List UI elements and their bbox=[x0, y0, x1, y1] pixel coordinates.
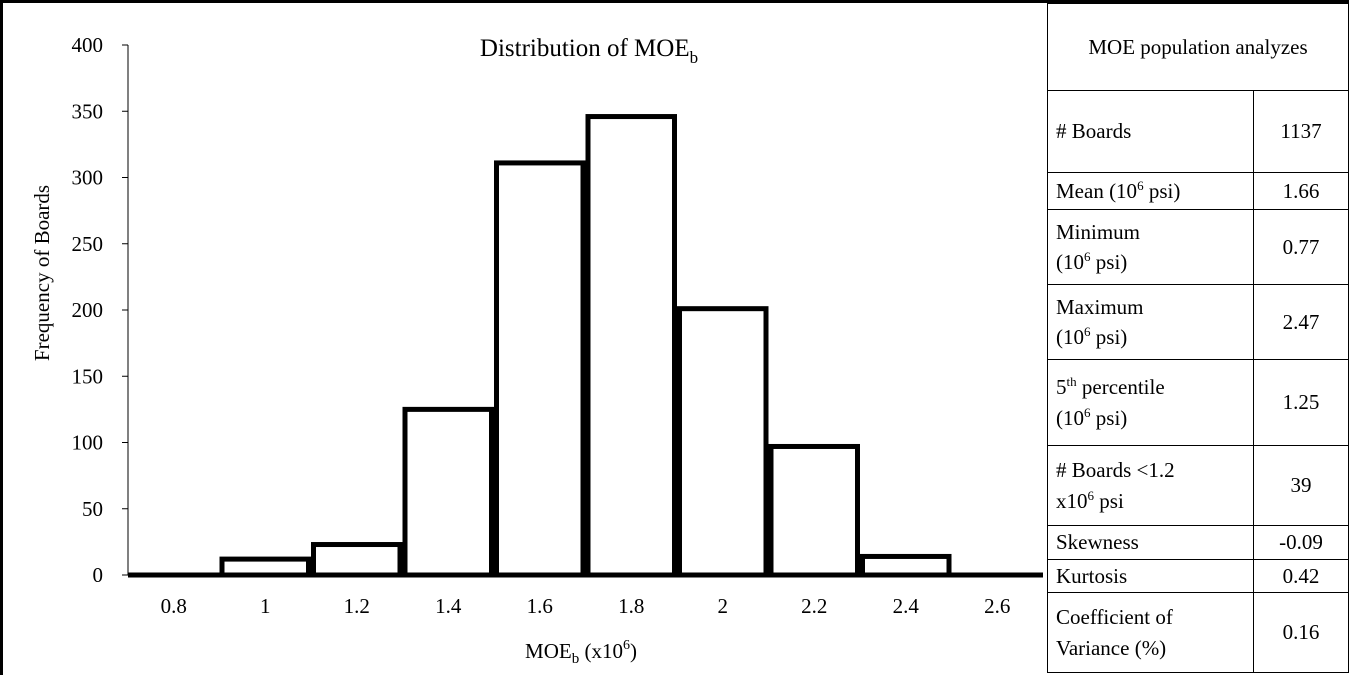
stats-row: Skewness -0.09 bbox=[1047, 525, 1349, 560]
histogram-bar bbox=[585, 114, 677, 578]
stats-row: Coefficient of Variance (%) 0.16 bbox=[1047, 592, 1349, 673]
y-tick-label: 300 bbox=[72, 166, 104, 190]
bars bbox=[128, 114, 1043, 578]
stats-body: MOE population analyzes # Boards 1137 Me… bbox=[1047, 3, 1349, 673]
stats-value: 39 bbox=[1253, 445, 1349, 526]
stats-row: # Boards 1137 bbox=[1047, 90, 1349, 173]
stats-label: Coefficient of Variance (%) bbox=[1047, 592, 1254, 673]
y-tick-label: 150 bbox=[72, 364, 104, 388]
chart-svg: 0 50 100 150 200 250 300 350 400 0.8 1 1.2 1.4 1.6 1.… bbox=[30, 33, 1043, 667]
stats-value: 2.47 bbox=[1253, 284, 1349, 360]
stats-label: 5th percentile (106 psi) bbox=[1047, 359, 1254, 446]
x-tick-label: 1.8 bbox=[618, 594, 644, 618]
histogram-bar bbox=[860, 553, 952, 578]
stats-row: 5th percentile (106 psi) 1.25 bbox=[1047, 359, 1349, 446]
chart-title: Distribution of MOEb bbox=[480, 35, 698, 67]
y-tick-label: 200 bbox=[72, 298, 104, 322]
x-tick-label: 1.4 bbox=[435, 594, 462, 618]
x-tick-label: 2 bbox=[718, 594, 729, 618]
stats-value: 1.25 bbox=[1253, 359, 1349, 446]
x-axis-title-subscript: b bbox=[572, 651, 580, 667]
y-tick-label: 400 bbox=[72, 33, 104, 57]
histogram-bar bbox=[677, 306, 769, 578]
stats-table: MOE population analyzes # Boards 1137 Me… bbox=[1047, 3, 1349, 673]
stats-label: Mean (106 psi) bbox=[1047, 172, 1254, 210]
y-tick-label: 50 bbox=[82, 497, 103, 521]
x-tick-label: 2.2 bbox=[801, 594, 827, 618]
histogram-chart: 0 50 100 150 200 250 300 350 400 0.8 1 1.2 1.4 1.6 1.… bbox=[3, 3, 1048, 675]
y-tick-label: 350 bbox=[72, 99, 104, 123]
stats-header: MOE population analyzes bbox=[1047, 3, 1349, 91]
stats-value: 0.77 bbox=[1253, 209, 1349, 285]
stats-value: -0.09 bbox=[1253, 525, 1349, 560]
stats-label: Minimum (106 psi) bbox=[1047, 209, 1254, 285]
stats-header-row: MOE population analyzes bbox=[1047, 3, 1349, 91]
stats-value: 1.66 bbox=[1253, 172, 1349, 210]
stats-row: Kurtosis 0.42 bbox=[1047, 559, 1349, 593]
histogram-bar bbox=[494, 160, 586, 578]
y-tick-label: 0 bbox=[93, 563, 104, 587]
x-tick-label: 2.4 bbox=[893, 594, 920, 618]
y-tick-labels: 0 50 100 150 200 250 300 350 400 bbox=[72, 33, 128, 587]
x-axis-title-mid: (x10 bbox=[579, 639, 623, 663]
stats-value: 1137 bbox=[1253, 90, 1349, 173]
x-tick-labels: 0.8 1 1.2 1.4 1.6 1.8 2 2.2 2.4 2.6 bbox=[161, 594, 1011, 618]
stats-row: # Boards <1.2 x106 psi 39 bbox=[1047, 445, 1349, 526]
y-axis-title: Frequency of Boards bbox=[30, 185, 54, 361]
stats-label: Maximum (106 psi) bbox=[1047, 284, 1254, 360]
stats-value: 0.16 bbox=[1253, 592, 1349, 673]
stats-row: Mean (106 psi) 1.66 bbox=[1047, 172, 1349, 210]
histogram-bar bbox=[768, 443, 860, 578]
stats-row: Minimum (106 psi) 0.77 bbox=[1047, 209, 1349, 285]
x-tick-label: 1.2 bbox=[344, 594, 370, 618]
stats-label: Kurtosis bbox=[1047, 559, 1254, 593]
chart-title-subscript: b bbox=[690, 48, 699, 67]
x-tick-label: 1.6 bbox=[527, 594, 553, 618]
x-tick-label: 1 bbox=[260, 594, 271, 618]
histogram-bar bbox=[219, 556, 311, 578]
x-axis-title-suffix: ) bbox=[630, 639, 637, 663]
stats-label: # Boards bbox=[1047, 90, 1254, 173]
y-tick-label: 250 bbox=[72, 232, 104, 256]
x-tick-label: 0.8 bbox=[161, 594, 187, 618]
stats-value: 0.42 bbox=[1253, 559, 1349, 593]
stats-label: Skewness bbox=[1047, 525, 1254, 560]
x-tick-label: 2.6 bbox=[984, 594, 1010, 618]
stats-row: Maximum (106 psi) 2.47 bbox=[1047, 284, 1349, 360]
x-axis-title: MOEb (x106) bbox=[525, 638, 637, 667]
histogram-bar bbox=[311, 542, 403, 578]
stats-label: # Boards <1.2 x106 psi bbox=[1047, 445, 1254, 526]
x-axis-title-superscript: 6 bbox=[623, 638, 630, 653]
y-tick-label: 100 bbox=[72, 431, 104, 455]
histogram-bar bbox=[402, 406, 494, 578]
